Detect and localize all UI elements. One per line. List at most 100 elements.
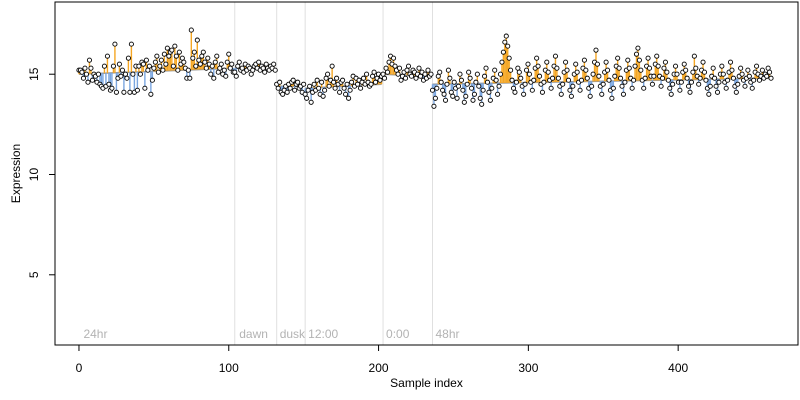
phase-label: 48hr xyxy=(435,327,459,341)
data-point xyxy=(181,59,187,65)
data-point xyxy=(136,63,142,69)
data-point xyxy=(632,63,638,69)
data-point xyxy=(482,73,488,79)
data-point xyxy=(218,61,224,67)
data-point xyxy=(768,75,774,81)
data-point xyxy=(720,71,726,77)
data-point xyxy=(574,69,580,75)
data-point xyxy=(493,77,499,83)
data-point xyxy=(612,73,618,79)
data-point xyxy=(700,59,706,65)
data-point xyxy=(508,67,514,73)
data-point xyxy=(641,85,647,91)
data-point xyxy=(554,65,560,71)
data-point xyxy=(563,59,569,65)
data-point xyxy=(738,65,744,71)
data-point xyxy=(173,53,179,59)
data-point xyxy=(143,57,149,63)
data-point xyxy=(200,49,206,55)
data-point xyxy=(535,63,541,69)
data-point xyxy=(638,67,644,73)
x-tick-label: 400 xyxy=(668,361,688,375)
data-point xyxy=(95,71,101,77)
data-point xyxy=(626,65,632,71)
data-point xyxy=(157,63,163,69)
data-point xyxy=(697,75,703,81)
data-point xyxy=(693,65,699,71)
data-point xyxy=(187,75,193,81)
data-point xyxy=(531,77,537,83)
phase-label: 12:00 xyxy=(308,327,338,341)
data-point xyxy=(146,63,152,69)
data-point xyxy=(712,75,718,81)
data-point xyxy=(161,51,167,57)
data-point xyxy=(434,85,440,91)
data-point xyxy=(319,79,325,85)
data-point xyxy=(224,59,230,65)
data-point xyxy=(596,73,602,79)
data-point xyxy=(308,99,314,105)
data-point xyxy=(223,73,229,79)
data-point xyxy=(526,71,532,77)
data-point xyxy=(525,61,531,67)
data-point xyxy=(678,79,684,85)
data-point xyxy=(437,69,443,75)
data-point xyxy=(164,45,170,51)
data-point xyxy=(151,65,157,71)
data-point xyxy=(497,71,504,77)
data-point xyxy=(555,75,561,81)
data-point xyxy=(101,63,107,69)
data-point xyxy=(742,83,748,89)
data-point xyxy=(128,41,134,47)
data-point xyxy=(152,59,158,65)
data-point xyxy=(125,55,131,61)
data-point xyxy=(609,95,615,101)
data-point xyxy=(512,89,518,95)
data-point xyxy=(521,91,527,97)
data-point xyxy=(188,27,194,33)
data-point xyxy=(450,93,456,99)
data-point xyxy=(486,89,492,95)
data-point xyxy=(484,79,491,85)
data-point xyxy=(476,83,482,89)
data-point xyxy=(331,79,337,85)
data-point xyxy=(262,69,268,75)
data-point xyxy=(347,87,353,93)
data-point xyxy=(544,59,550,65)
data-point xyxy=(272,67,278,73)
phase-label: 24hr xyxy=(83,327,107,341)
data-point xyxy=(570,83,576,89)
data-point xyxy=(451,79,457,85)
data-point xyxy=(205,55,211,61)
data-point xyxy=(154,53,160,59)
data-point xyxy=(655,63,661,69)
data-point xyxy=(499,59,505,65)
data-point xyxy=(606,77,612,83)
data-point xyxy=(619,83,625,89)
data-point xyxy=(307,83,313,89)
data-point xyxy=(169,47,175,53)
data-point xyxy=(83,71,90,77)
data-point xyxy=(119,67,125,73)
data-point xyxy=(564,67,570,73)
data-point xyxy=(395,71,401,77)
data-point xyxy=(155,69,161,75)
data-point xyxy=(311,81,317,87)
data-point xyxy=(236,59,242,65)
data-point xyxy=(590,71,596,77)
data-point xyxy=(516,69,522,75)
data-point xyxy=(548,85,554,91)
data-point xyxy=(483,65,489,71)
data-point xyxy=(480,87,486,93)
data-point xyxy=(583,67,589,73)
data-point xyxy=(402,75,409,81)
data-point xyxy=(690,69,696,75)
data-point xyxy=(529,87,535,93)
data-point xyxy=(447,75,453,81)
data-point xyxy=(523,67,530,73)
data-point xyxy=(581,57,587,63)
data-point xyxy=(208,71,214,77)
data-point xyxy=(86,57,93,63)
data-point xyxy=(565,77,572,83)
